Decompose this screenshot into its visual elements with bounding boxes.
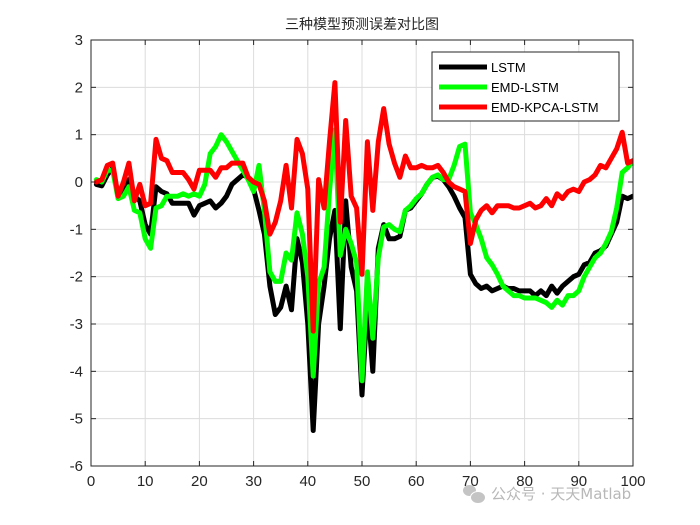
x-tick-label: 60 [408, 473, 425, 490]
y-tick-label: -1 [70, 221, 83, 238]
legend-label: LSTM [491, 60, 526, 75]
wechat-icon [463, 484, 486, 504]
series-emd-lstm [93, 127, 633, 384]
y-tick-label: -5 [70, 411, 83, 428]
x-tick-label: 30 [245, 473, 262, 490]
y-tick-label: 1 [75, 127, 83, 144]
chart-title: 三种模型预测误差对比图 [285, 17, 439, 33]
y-tick-label: -2 [70, 269, 83, 286]
y-tick-label: 2 [75, 79, 83, 96]
data-series [93, 80, 633, 433]
x-tick-label: 80 [516, 473, 533, 490]
watermark: 公众号 · 天天Matlab [463, 483, 631, 504]
x-tick-label: 50 [354, 473, 371, 490]
x-tick-label: 10 [137, 473, 154, 490]
watermark-text: 公众号 · 天天Matlab [491, 485, 632, 503]
y-tick-label: -4 [70, 363, 83, 380]
legend-label: EMD-LSTM [491, 80, 559, 95]
x-tick-label: 0 [87, 473, 95, 490]
y-tick-label: 0 [75, 174, 83, 191]
y-tick-label: -3 [70, 316, 83, 333]
legend: LSTM EMD-LSTM EMD-KPCA-LSTM [431, 51, 620, 122]
x-tick-label: 90 [570, 473, 587, 490]
series-emd-kpca-lstm [93, 80, 633, 334]
y-tick-label: -6 [70, 458, 83, 475]
legend-label: EMD-KPCA-LSTM [491, 100, 599, 115]
x-tick-label: 20 [191, 473, 208, 490]
x-tick-label: 100 [620, 473, 645, 490]
y-tick-label: 3 [75, 32, 83, 49]
x-tick-label: 40 [299, 473, 316, 490]
